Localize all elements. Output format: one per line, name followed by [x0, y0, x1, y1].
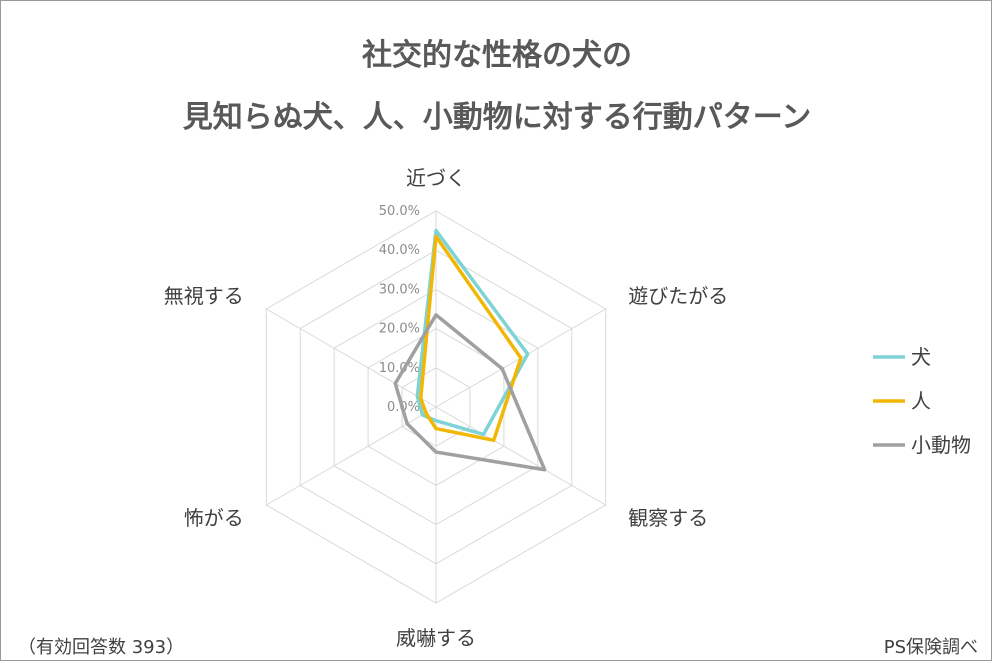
legend-label: 犬: [911, 345, 931, 369]
legend-label: 小動物: [911, 433, 971, 457]
series-line: [418, 234, 523, 443]
tick-label: 50.0%: [379, 204, 420, 219]
response-count-note: （有効回答数 393）: [18, 637, 185, 658]
series-line: [415, 228, 530, 437]
axis-label: 遊びたがる: [628, 284, 728, 308]
tick-label: 30.0%: [379, 282, 420, 297]
grid-spoke: [266, 308, 437, 408]
axis-label: 威嚇する: [396, 626, 476, 650]
axis-label: 無視する: [164, 284, 244, 308]
tick-label: 20.0%: [379, 322, 420, 337]
source-note: PS保険調べ: [883, 637, 978, 658]
series-line: [393, 313, 547, 472]
tick-label: 10.0%: [379, 361, 420, 376]
tick-label: 40.0%: [379, 243, 420, 258]
grid-spoke: [266, 406, 437, 506]
chart-title-line2: 見知らぬ犬、人、小動物に対する行動パターン: [182, 100, 812, 135]
chart-title-line1: 社交的な性格の犬の: [362, 38, 632, 73]
grid-spoke: [435, 406, 606, 506]
axis-label: 近づく: [406, 166, 466, 190]
legend-label: 人: [911, 389, 931, 413]
axis-label: 観察する: [628, 506, 708, 530]
axis-label: 怖がる: [184, 506, 244, 530]
